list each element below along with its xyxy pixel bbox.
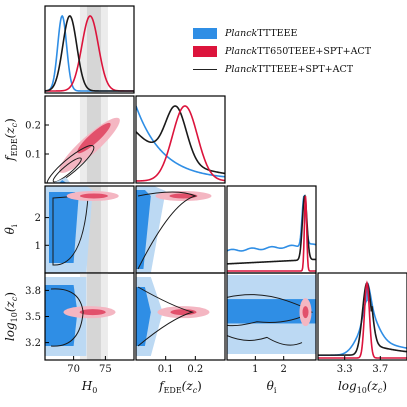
x-axis-label-fede: fEDE(zc) — [158, 379, 202, 395]
posterior-curve-fEDE-2 — [136, 105, 225, 182]
panel-2d-theta-logzc — [227, 275, 316, 354]
x-tick-label: 3.3 — [337, 364, 353, 375]
x-axis-label-h0: H0 — [81, 379, 98, 395]
legend-entry-planck-spt-act: PlanckTTTEEE+SPT+ACT — [193, 60, 403, 78]
x-axis-label-theta: θi — [267, 379, 277, 395]
legend-label: TTTEEE+SPT+ACT — [257, 63, 354, 75]
y-tick-label: 3.2 — [25, 338, 41, 349]
y-tick-label: 1 — [35, 241, 41, 252]
panel-2d-H0-logzc — [45, 273, 116, 360]
contour-red-68 — [77, 122, 111, 154]
contour-black-95 — [137, 286, 195, 347]
contour-red-68 — [79, 193, 108, 199]
contour-black-95 — [46, 145, 95, 183]
legend-swatch-blue — [193, 27, 217, 39]
contour-blue-68 — [136, 287, 151, 346]
x-tick-label: 75 — [99, 364, 112, 375]
shaded-band-inner — [86, 6, 101, 93]
posterior-curve-logzc-2 — [318, 280, 407, 359]
x-tick-label: 1 — [252, 364, 258, 375]
legend-label: TTTEEE — [257, 27, 298, 39]
legend: PlanckTTTEEE PlanckTT650TEEE+SPT+ACT Pla… — [193, 24, 403, 78]
posterior-curve-theta-2 — [227, 195, 316, 272]
contour-black-95 — [137, 191, 197, 270]
posterior-curve-fEDE-1 — [136, 105, 225, 175]
posterior-curve-logzc-1 — [318, 281, 407, 356]
y-tick-label: 3.8 — [25, 286, 41, 297]
panel-frame — [226, 272, 317, 361]
y-axis-label-logzc: log10(zc) — [3, 292, 19, 341]
x-tick-label: 0.1 — [158, 364, 174, 375]
x-tick-label: 0.2 — [187, 364, 203, 375]
contour-blue-68 — [49, 192, 79, 263]
legend-label-italic: Planck — [225, 27, 258, 39]
contour-black-95 — [227, 335, 303, 346]
contour-red-68 — [170, 309, 197, 316]
panel-2d-fEDE-logzc — [136, 277, 210, 356]
contour-blue-68 — [45, 285, 78, 346]
panel-frame — [44, 5, 135, 94]
y-axis-label-theta: θi — [3, 224, 19, 234]
panel-1d-H0 — [45, 6, 134, 93]
contour-black-68 — [52, 157, 82, 183]
legend-entry-planck-ttteee: PlanckTTTEEE — [193, 24, 403, 42]
legend-line-black — [193, 68, 217, 70]
contour-red-68 — [302, 306, 309, 319]
panel-1d-theta — [227, 194, 316, 272]
panel-frame — [135, 95, 226, 184]
legend-label: TT650TEEE+SPT+ACT — [257, 45, 372, 57]
posterior-curve-H0-2 — [45, 15, 134, 92]
panel-1d-logzc — [318, 280, 407, 359]
posterior-curve-theta-1 — [227, 194, 316, 265]
contour-blue-68 — [136, 190, 151, 269]
panel-frame — [317, 272, 407, 361]
contour-black-68 — [227, 294, 313, 327]
panel-frame — [44, 95, 135, 184]
x-tick-label: 70 — [67, 364, 80, 375]
legend-label-italic: Planck — [225, 45, 258, 57]
x-tick-label: 2 — [281, 364, 287, 375]
contour-black-95 — [50, 288, 84, 347]
panel-2d-H0-theta — [45, 186, 119, 273]
legend-label-italic: Planck — [225, 63, 258, 75]
contour-red-68 — [169, 193, 198, 199]
x-axis-label-logzc: log10(zc) — [338, 379, 387, 395]
x-tick-label: 3.7 — [372, 364, 388, 375]
panel-2d-fEDE-theta — [136, 186, 212, 273]
legend-entry-planck-tt650teee: PlanckTT650TEEE+SPT+ACT — [193, 42, 403, 60]
panel-frame — [135, 272, 226, 361]
legend-swatch-red — [193, 45, 217, 57]
panel-1d-fEDE — [136, 105, 225, 182]
posterior-curve-fEDE-0 — [136, 105, 225, 178]
y-tick-label: 2 — [35, 213, 41, 224]
y-tick-label: 3.5 — [25, 312, 41, 323]
y-axis-label-fede: fEDE(zc) — [3, 118, 19, 162]
y-tick-label: 0.1 — [25, 150, 41, 161]
y-tick-label: 0.2 — [25, 121, 41, 132]
contour-red-68 — [79, 309, 106, 316]
contour-blue-68 — [59, 180, 67, 183]
panel-2d-H0-fEDE — [45, 96, 120, 183]
